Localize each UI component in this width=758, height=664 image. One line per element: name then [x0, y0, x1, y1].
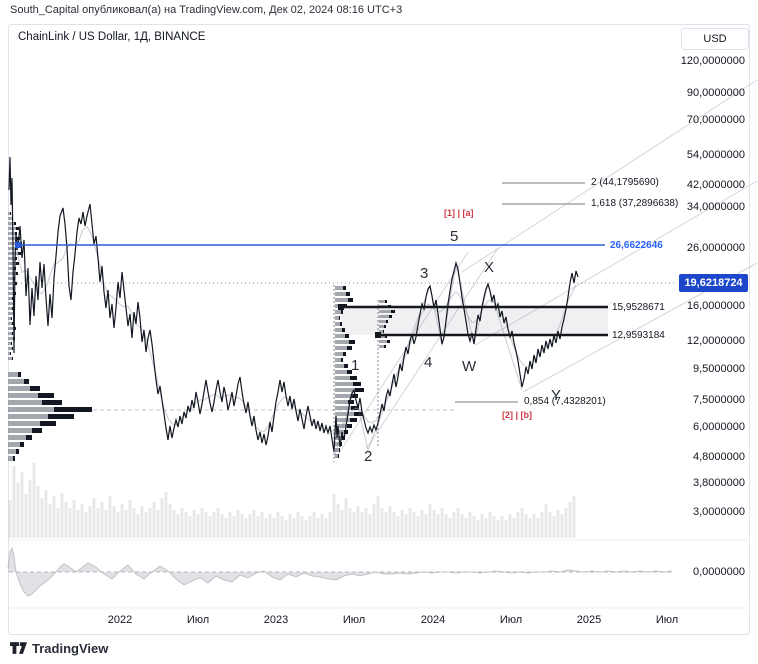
attribution-text: South_Capital опубликовал(а) на TradingV…	[10, 4, 403, 16]
tradingview-logo-text: TradingView	[32, 641, 109, 656]
tradingview-logo[interactable]: TradingView	[10, 641, 108, 656]
currency-toggle-button[interactable]: USD	[681, 28, 749, 50]
last-price-badge: 19,6218724	[679, 274, 748, 292]
tradingview-logo-icon	[10, 642, 27, 655]
symbol-title: ChainLink / US Dollar, 1Д, BINANCE	[18, 31, 206, 43]
